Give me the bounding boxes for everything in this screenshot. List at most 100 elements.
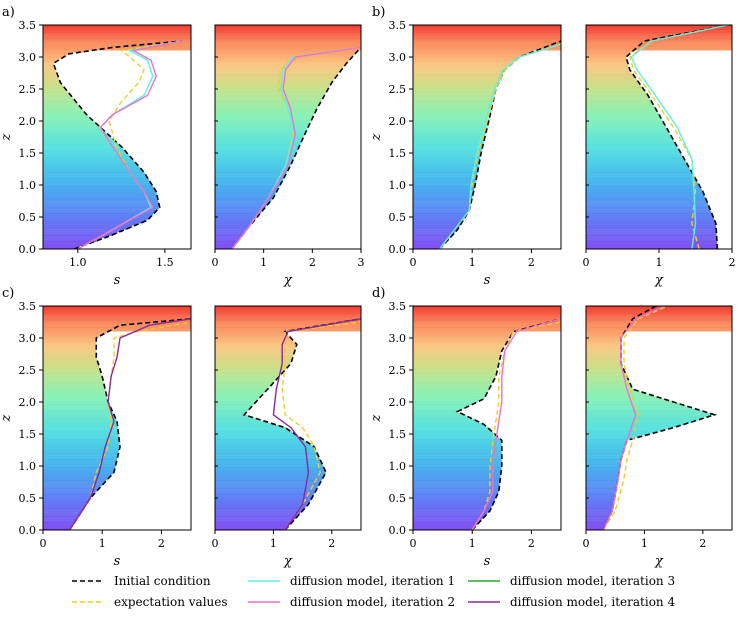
panel-8: 0 1 2 χ — [583, 305, 733, 569]
y-tick-label: 3.0 — [389, 332, 407, 345]
series-iter1 — [439, 43, 561, 249]
panel-3: 0 1 2 0.0 0.5 1.0 1.5 2.0 2.5 3.0 3.5 s z b) — [369, 5, 562, 288]
y-tick-label: 0.5 — [389, 211, 407, 224]
y-axis-label: z — [369, 414, 384, 422]
y-tick-label: 1.5 — [19, 428, 37, 441]
legend-label-initial: Initial condition — [114, 574, 211, 588]
x-tick-label: 1.0 — [69, 256, 87, 269]
y-tick-label: 0.0 — [389, 524, 407, 537]
x-tick-label: 0 — [583, 256, 590, 269]
y-tick-label: 2.5 — [389, 364, 407, 377]
y-tick-label: 1.5 — [389, 147, 407, 160]
y-tick-label: 3.0 — [19, 332, 37, 345]
x-tick-label: 1 — [270, 537, 277, 550]
y-axis-label: z — [0, 133, 14, 141]
series-initial — [625, 25, 729, 249]
series-initial — [231, 46, 361, 249]
y-tick-label: 3.0 — [19, 51, 37, 64]
y-tick-label: 3.5 — [19, 19, 37, 32]
x-tick-label: 2 — [309, 256, 316, 269]
series-iter4 — [272, 318, 361, 530]
x-tick-label: 0 — [410, 256, 417, 269]
y-tick-label: 0.0 — [389, 243, 407, 256]
x-tick-label: 1.5 — [156, 256, 174, 269]
series-iter2 — [231, 46, 361, 249]
x-tick-label: 2 — [158, 537, 165, 550]
x-tick-label: 2 — [699, 537, 706, 550]
y-tick-label: 0.0 — [19, 243, 37, 256]
legend-label-iter1: diffusion model, iteration 1 — [290, 574, 455, 588]
x-tick-label: 1 — [469, 256, 476, 269]
y-tick-label: 2.0 — [389, 115, 407, 128]
series-initial — [52, 40, 183, 249]
x-axis-label: χ — [654, 273, 664, 288]
y-tick-label: 2.0 — [389, 396, 407, 409]
x-axis-label: s — [484, 273, 491, 288]
panel-label: c) — [2, 286, 14, 301]
y-tick-label: 1.0 — [19, 179, 37, 192]
x-tick-label: 0 — [40, 537, 47, 550]
x-tick-label: 1 — [641, 537, 648, 550]
y-tick-label: 3.5 — [389, 300, 407, 313]
y-axis-label: z — [0, 414, 14, 422]
legend-label-iter3: diffusion model, iteration 3 — [510, 574, 675, 588]
x-tick-label: 3 — [358, 256, 365, 269]
legend-label-iter4: diffusion model, iteration 4 — [510, 595, 675, 609]
y-tick-label: 1.5 — [389, 428, 407, 441]
x-axis-label: χ — [654, 554, 664, 569]
plot-area — [43, 25, 191, 249]
y-tick-label: 3.5 — [19, 300, 37, 313]
series-iter2 — [471, 318, 561, 530]
y-tick-label: 0.5 — [19, 492, 37, 505]
panel-2: 0 1 2 3 χ — [212, 24, 365, 288]
panel-4: 0 1 2 χ — [583, 24, 736, 288]
panel-label: b) — [372, 5, 385, 20]
axes-frame — [42, 305, 192, 531]
axes-frame — [214, 24, 362, 250]
x-tick-label: 1 — [99, 537, 106, 550]
x-tick-label: 2 — [528, 537, 535, 550]
panel-label: a) — [2, 5, 15, 20]
legend-label-iter2: diffusion model, iteration 2 — [290, 595, 455, 609]
axes-frame — [214, 305, 362, 531]
series-iter2 — [77, 40, 183, 249]
axes-frame — [412, 24, 562, 250]
plot-area — [586, 25, 732, 249]
series-iter4 — [69, 318, 191, 530]
x-tick-label: 0 — [212, 537, 219, 550]
x-axis-label: χ — [283, 554, 293, 569]
x-axis-label: s — [484, 554, 491, 569]
plot-area — [413, 306, 561, 530]
x-tick-label: 0 — [212, 256, 219, 269]
legend: Initial condition expectation values diffu… — [72, 574, 675, 609]
series-iter2 — [602, 306, 666, 530]
x-tick-label: 0 — [583, 537, 590, 550]
y-tick-label: 2.0 — [19, 396, 37, 409]
x-tick-label: 2 — [528, 256, 535, 269]
plot-area — [215, 306, 361, 530]
x-tick-label: 2 — [328, 537, 335, 550]
panel-7: 0 1 2 0.0 0.5 1.0 1.5 2.0 2.5 3.0 3.5 s z d) — [369, 286, 562, 569]
y-tick-label: 1.5 — [19, 147, 37, 160]
plot-area — [43, 306, 191, 530]
panel-5: 0 1 2 0.0 0.5 1.0 1.5 2.0 2.5 3.0 3.5 s z c) — [0, 286, 192, 569]
x-tick-label: 1 — [469, 537, 476, 550]
y-axis-label: z — [369, 133, 384, 141]
y-tick-label: 2.5 — [19, 83, 37, 96]
series-expectation — [281, 321, 361, 530]
y-tick-label: 1.0 — [389, 179, 407, 192]
axes-frame — [42, 24, 192, 250]
series-expectation — [602, 306, 669, 530]
y-tick-label: 0.0 — [19, 524, 37, 537]
plot-area — [586, 306, 732, 530]
panel-1: 1.0 1.5 0.0 0.5 1.0 1.5 2.0 2.5 3.0 3.5 s z a) — [0, 5, 192, 288]
axes-frame — [585, 305, 733, 531]
panel-label: d) — [372, 286, 385, 301]
plot-area — [413, 25, 561, 249]
x-tick-label: 1 — [656, 256, 663, 269]
y-tick-label: 1.0 — [389, 460, 407, 473]
series-iter1 — [630, 25, 729, 249]
panel-6: 0 1 2 χ — [212, 305, 362, 569]
x-tick-label: 2 — [729, 256, 736, 269]
